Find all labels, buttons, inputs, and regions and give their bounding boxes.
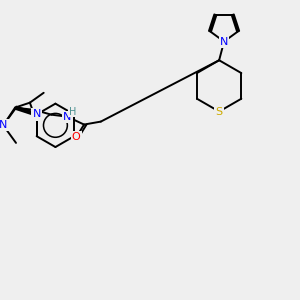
- Text: S: S: [216, 106, 223, 116]
- Text: H: H: [68, 107, 76, 117]
- Text: N: N: [0, 120, 8, 130]
- Text: N: N: [32, 110, 41, 119]
- Text: N: N: [220, 37, 228, 46]
- Text: N: N: [63, 112, 71, 122]
- Text: O: O: [72, 132, 80, 142]
